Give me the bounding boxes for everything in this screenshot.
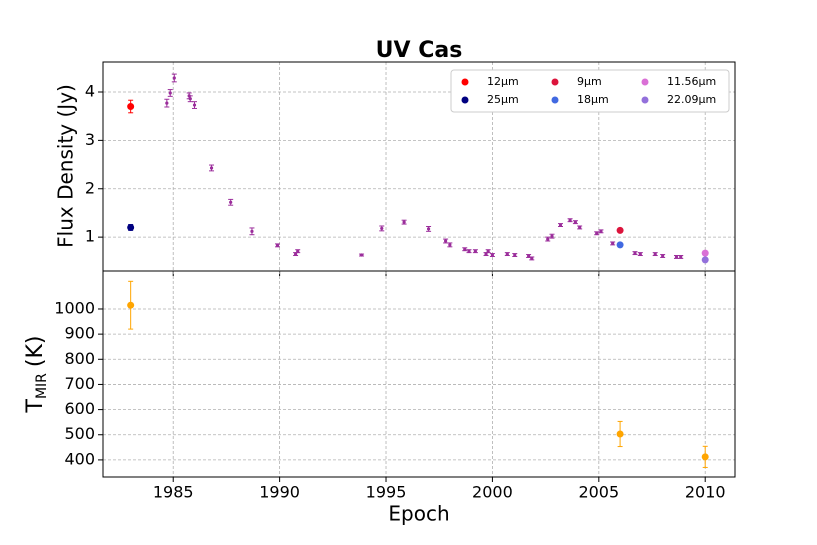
data-point [448, 243, 452, 247]
y-label-unit: (K) [23, 336, 48, 368]
legend-label: 18μm [577, 93, 609, 106]
data-point [701, 249, 709, 257]
data-point [550, 234, 554, 238]
legend-box [450, 69, 730, 113]
data-point [505, 252, 509, 256]
y-tick-label: 900 [64, 324, 95, 343]
y-tick-label: 3 [85, 130, 95, 149]
data-point [402, 220, 406, 224]
data-point [679, 255, 683, 259]
x-tick-label: 2010 [685, 483, 726, 502]
data-point [599, 229, 603, 233]
data-point [188, 97, 192, 101]
data-point [530, 256, 534, 261]
x-tick-label: 2000 [472, 483, 513, 502]
y-tick-label: 800 [64, 349, 95, 368]
data-point [165, 101, 169, 105]
data-point [127, 103, 135, 111]
data-point [616, 430, 624, 438]
data-point [293, 252, 298, 256]
x-axis-label: Epoch [388, 502, 449, 526]
y-tick-label: 700 [64, 374, 95, 393]
legend-marker [551, 96, 559, 104]
data-point [426, 227, 431, 231]
y-tick-label: 1000 [54, 298, 95, 317]
data-point [463, 247, 467, 251]
data-point [296, 249, 300, 253]
legend-label: 25μm [487, 93, 519, 106]
legend-marker [461, 96, 469, 104]
y-tick-label: 2 [85, 178, 95, 197]
data-point [127, 223, 135, 231]
data-point [701, 256, 709, 264]
data-point [467, 249, 471, 253]
legend-label: 9μm [577, 75, 602, 88]
legend-label: 11.56μm [667, 75, 716, 88]
data-point [573, 220, 578, 224]
data-point [616, 226, 624, 234]
plot-frame [102, 270, 736, 478]
data-point [484, 252, 488, 256]
legend-marker [551, 78, 559, 86]
data-point [513, 253, 517, 257]
data-point [611, 241, 615, 246]
data-point [168, 91, 172, 95]
data-point [638, 252, 642, 256]
data-point [595, 231, 599, 235]
chart-title: UV Cas [376, 38, 463, 63]
y-axis-label: TMIR (K) [23, 336, 50, 414]
x-tick-label: 1995 [366, 483, 407, 502]
data-point [701, 453, 709, 461]
legend-label: 22.09μm [667, 93, 716, 106]
data-point [359, 253, 364, 257]
y-tick-label: 4 [85, 81, 95, 100]
y-axis-label: Flux Density (Jy) [54, 84, 78, 248]
data-point [127, 301, 135, 309]
data-point [674, 255, 679, 259]
data-point [209, 166, 214, 170]
data-point [661, 254, 665, 258]
y-label-main: T [23, 398, 48, 413]
data-point [229, 200, 233, 204]
legend-marker [641, 78, 649, 86]
y-tick-label: 600 [64, 399, 95, 418]
legend-marker [641, 96, 649, 104]
data-point [490, 253, 495, 257]
y-label-sub: MIR [34, 373, 50, 399]
x-tick-label: 1990 [259, 483, 300, 502]
legend-label: 12μm [487, 75, 519, 88]
data-point [486, 249, 490, 253]
y-tick-label: 500 [64, 424, 95, 443]
data-point [250, 229, 254, 233]
data-point [558, 223, 563, 227]
data-point [616, 241, 624, 249]
data-point [380, 226, 384, 231]
data-point [275, 243, 280, 247]
data-point [546, 237, 550, 241]
data-point [653, 252, 657, 256]
x-tick-label: 1985 [153, 483, 194, 502]
x-tick-label: 2005 [578, 483, 619, 502]
data-point [473, 249, 477, 253]
y-tick-label: 1 [85, 227, 95, 246]
data-point [633, 251, 637, 255]
data-point [578, 225, 582, 230]
y-tick-label: 400 [64, 449, 95, 468]
data-point [192, 103, 197, 107]
data-point [172, 76, 176, 80]
data-point [568, 218, 572, 222]
data-point [443, 239, 448, 243]
legend-marker [461, 78, 469, 86]
